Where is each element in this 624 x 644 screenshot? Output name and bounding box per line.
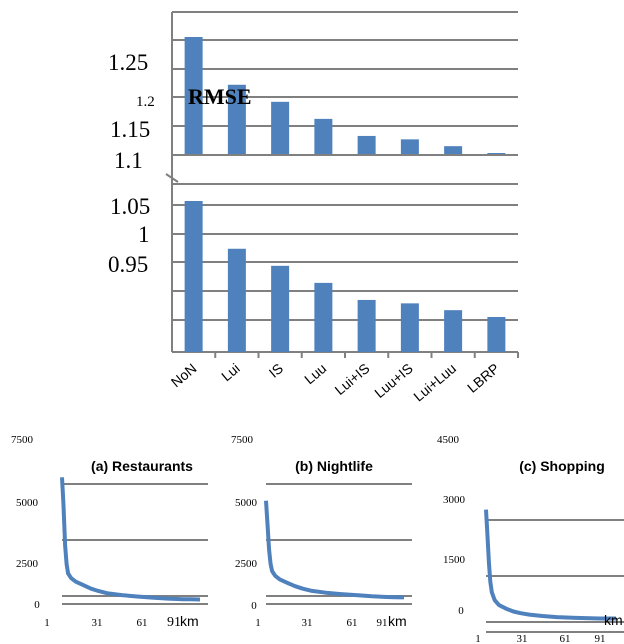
x-tick-label: 1 <box>255 617 261 629</box>
bar-upper <box>184 37 203 154</box>
bar-upper <box>314 118 333 154</box>
bar-upper <box>487 153 506 154</box>
x-tick-label: 91 <box>595 633 606 644</box>
bar-upper <box>271 101 290 154</box>
x-tick-label: LBRP <box>464 360 502 396</box>
x-axis-label: km <box>180 613 199 629</box>
x-tick-label: Lui+IS <box>332 360 373 398</box>
x-tick-label: 61 <box>560 633 571 644</box>
x-tick-label: NoN <box>168 360 200 390</box>
x-tick-label: 31 <box>517 633 528 644</box>
y-tick-label: 1.25 <box>108 50 148 75</box>
y-tick-label: 1500 <box>443 554 466 566</box>
x-tick-label: Lui+Luu <box>410 360 459 405</box>
bar-upper <box>400 139 419 154</box>
series-line <box>484 509 616 621</box>
bar-lower <box>487 317 506 352</box>
axis-break <box>165 173 179 183</box>
chart-title: (b) Nightlife <box>295 458 373 474</box>
x-tick-label: 61 <box>137 617 148 629</box>
bar-lower <box>357 299 376 352</box>
y-tick-label: 5000 <box>235 497 258 509</box>
y-tick-label: 7500 <box>231 434 254 446</box>
y-tick-label: 3000 <box>443 494 466 506</box>
bar-upper <box>227 84 246 154</box>
bar-upper <box>444 146 463 154</box>
x-tick-label: 61 <box>347 617 358 629</box>
y-tick-label: 1.1 <box>114 148 143 173</box>
y-tick-label: 7500 <box>11 434 34 446</box>
y-tick-label: 2500 <box>16 558 39 570</box>
x-tick-label: 1 <box>475 633 481 644</box>
x-tick-label: 1 <box>44 617 50 629</box>
nightlife-line-chart: (b) Nightlife 7500 5000 2500 0 1 31 61 91 km <box>231 434 412 629</box>
y-tick-label: 0 <box>458 605 464 617</box>
y-tick-label: 0 <box>251 600 257 612</box>
y-axis-label: RMSE <box>188 84 252 109</box>
x-tick-label: Luu+IS <box>371 360 416 401</box>
chart-title: (c) Shopping <box>519 458 605 474</box>
restaurants-line-chart: (a) Restaurants 7500 5000 2500 01 31 61 91 km <box>11 434 208 630</box>
series-line <box>60 477 201 602</box>
series-line <box>264 500 405 600</box>
y-tick-label: 1.15 <box>110 117 150 142</box>
x-tick-label: Lui <box>218 360 243 384</box>
x-axis-label: km <box>388 613 407 629</box>
x-axis-label: km <box>604 612 623 628</box>
bar-upper <box>357 135 376 154</box>
y-tick-label: 1 <box>138 222 150 247</box>
bar-lower <box>184 201 203 352</box>
y-tick-label: 1.2 <box>136 94 155 110</box>
y-tick-label: 2500 <box>235 558 258 570</box>
y-tick-label: 1.05 <box>110 194 150 219</box>
bar-lower <box>271 265 290 352</box>
x-tick-label: 31 <box>92 617 103 629</box>
bar-lower <box>444 310 463 352</box>
bar-lower <box>314 282 333 352</box>
y-tick-label: 5000 <box>16 497 39 509</box>
x-tick-label: Luu <box>301 360 329 387</box>
bar-lower <box>227 248 246 352</box>
x-tick-label: 31 <box>302 617 313 629</box>
x-tick-label: 91 <box>377 617 388 629</box>
y-tick-label: 4500 <box>437 434 460 446</box>
x-tick-label: 91 <box>167 615 181 630</box>
bar-lower <box>400 303 419 352</box>
y-tick-label: 0 <box>34 599 40 611</box>
x-tick-label: IS <box>266 360 286 381</box>
shopping-line-chart: (c) Shopping 4500 3000 1500 0 1 31 61 91 km <box>437 434 624 644</box>
chart-title: (a) Restaurants <box>91 458 193 474</box>
y-tick-label: 0.95 <box>108 252 148 277</box>
